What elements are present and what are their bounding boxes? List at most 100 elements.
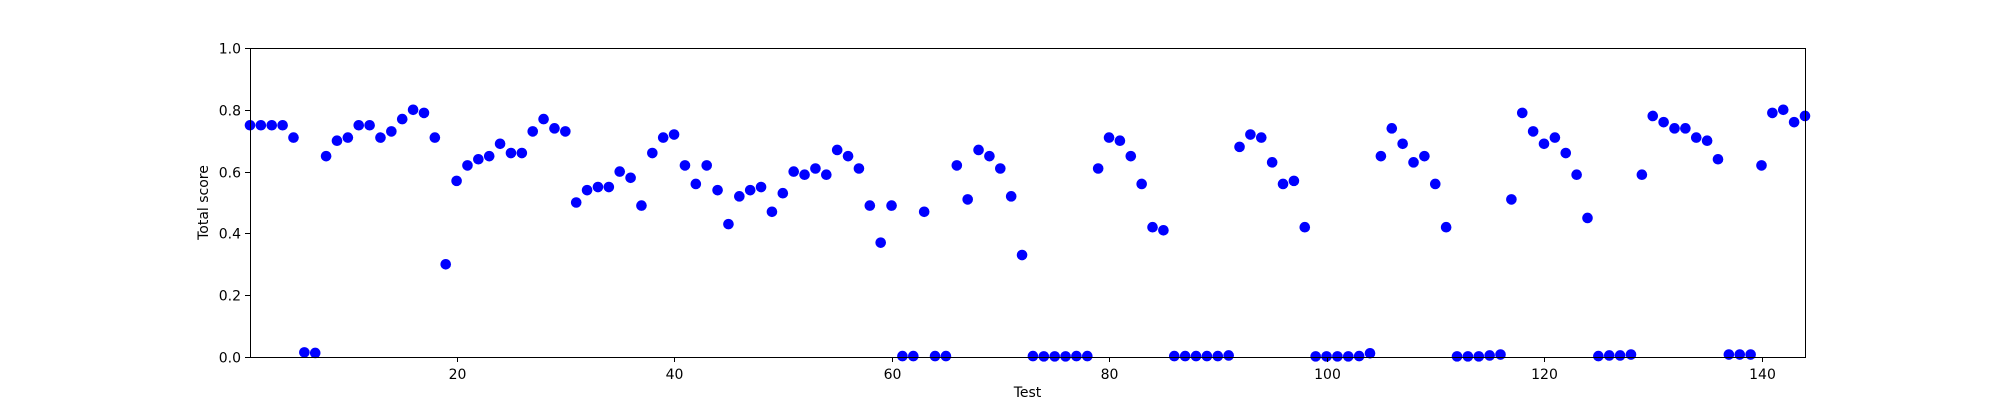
data-point [636,200,647,211]
data-point [1516,107,1528,119]
data-point [255,119,267,131]
y-tick-label: 0.2 [219,289,241,305]
data-point [1658,116,1669,128]
y-tick-label: 0.4 [219,227,241,243]
data-point [1397,138,1408,150]
data-point [647,147,658,159]
data-point [897,350,908,362]
data-point [1723,349,1735,360]
data-point [1625,349,1637,360]
data-point [1788,116,1800,128]
data-point [1440,221,1452,233]
data-point [538,113,549,125]
data-point [309,347,321,359]
data-point [1179,350,1191,362]
data-point [886,200,897,211]
data-point [1745,349,1756,360]
data-point [483,150,495,162]
axes-frame [250,48,1806,358]
data-point [1125,150,1137,162]
data-point [1364,347,1376,359]
x-tick-label: 100 [1314,367,1341,383]
data-point [320,150,332,162]
data-point [1669,123,1680,134]
data-point [1462,351,1474,362]
data-point [1647,110,1659,122]
data-point [1614,350,1626,361]
y-tick-label: 1.0 [219,42,241,58]
x-tick-label: 60 [884,367,902,383]
data-point [1603,350,1615,361]
data-point [712,184,723,196]
data-point [266,119,278,131]
data-point [1245,129,1256,140]
data-point [581,184,593,196]
data-points [244,104,1811,362]
data-point [1419,150,1430,162]
data-point [1538,138,1550,150]
data-point [908,350,919,362]
data-point [1582,212,1593,224]
data-point [1310,351,1321,362]
plot-area [250,48,1805,357]
data-point [451,175,462,187]
data-point [277,119,288,131]
x-tick-label: 120 [1531,367,1558,383]
data-point [1767,107,1778,119]
x-tick-label: 40 [666,367,684,383]
data-point [364,119,375,131]
data-point [984,150,995,162]
data-point [473,153,484,165]
data-point [1016,249,1028,261]
data-point [288,132,299,143]
data-point [505,147,517,159]
data-point [734,191,745,202]
data-point [407,104,419,116]
data-point [1484,350,1495,361]
data-point [744,184,756,196]
data-point [701,160,713,171]
data-point [570,197,582,208]
data-point [386,126,397,137]
x-tick-label: 20 [449,367,467,383]
data-point [1190,350,1202,362]
data-point [516,147,528,159]
data-point [1636,169,1648,180]
data-point [1593,350,1604,362]
data-point [494,138,506,150]
data-point [396,113,408,125]
y-tick-label: 0.0 [219,351,241,367]
data-point [527,126,539,137]
data-point [810,163,821,174]
data-point [1342,351,1354,362]
data-point [1158,225,1169,236]
y-tick-label: 0.8 [219,104,241,120]
data-point [679,160,691,171]
data-point [614,166,626,177]
data-point [429,132,441,143]
data-point [1234,141,1245,153]
data-point [799,169,810,180]
data-point [1495,349,1506,360]
data-point [951,160,963,171]
data-point [831,144,843,156]
data-point [1549,132,1561,143]
data-point [962,194,973,205]
data-point [1114,135,1126,146]
data-point [864,200,876,211]
data-point [995,163,1006,174]
data-point [929,350,941,362]
y-axis-label: Total score [196,165,212,241]
data-point [842,150,854,162]
data-point [1288,175,1300,187]
x-tick-label: 140 [1749,367,1776,383]
data-point [462,160,473,171]
data-point [440,259,452,270]
data-point [1277,178,1289,190]
data-point [1299,221,1311,233]
data-point [1429,178,1441,190]
data-point [973,144,984,156]
data-point [1092,163,1104,174]
data-point [777,187,789,199]
data-point [299,347,310,358]
